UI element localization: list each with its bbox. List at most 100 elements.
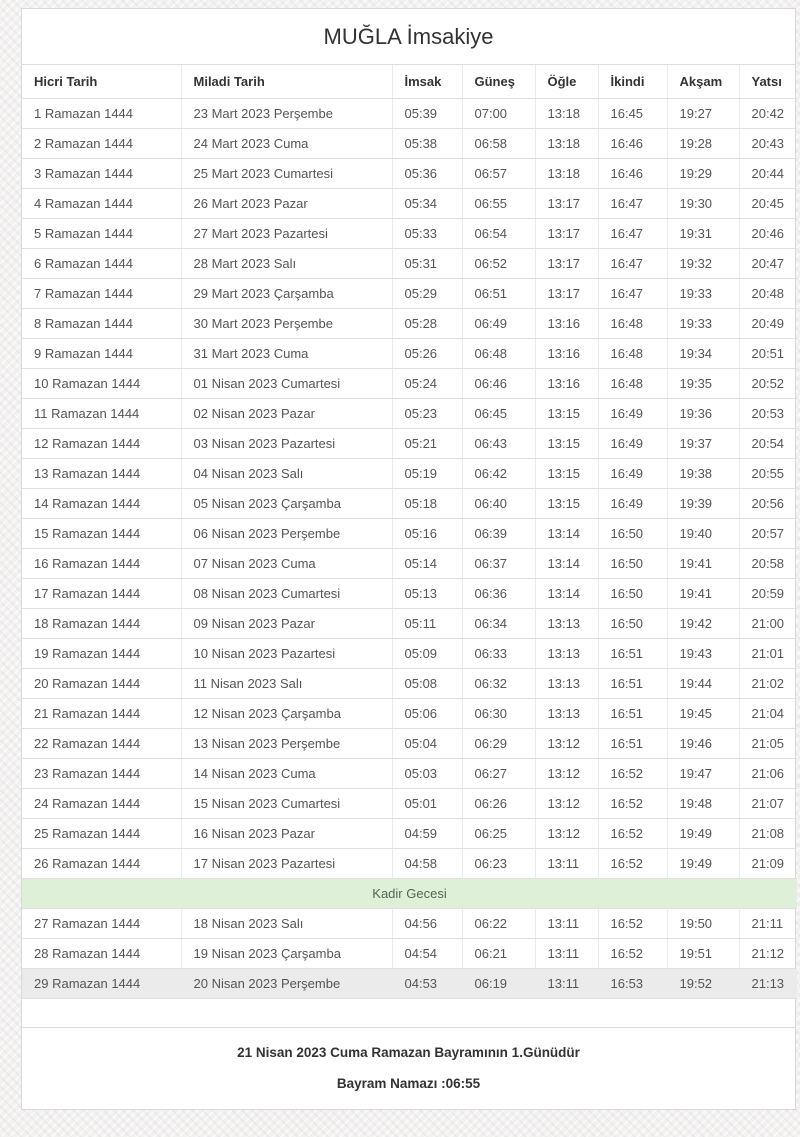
table-cell: 21 Ramazan 1444 xyxy=(22,698,182,729)
table-cell: 21:00 xyxy=(739,608,797,639)
table-cell: 05:34 xyxy=(392,188,463,219)
table-cell: 02 Nisan 2023 Pazar xyxy=(181,398,393,429)
table-cell: 08 Nisan 2023 Cumartesi xyxy=(181,578,393,609)
table-cell: 04:53 xyxy=(392,968,463,999)
table-cell: 13:17 xyxy=(535,188,599,219)
table-cell: 05:28 xyxy=(392,308,463,339)
page-title: MUĞLA İmsakiye xyxy=(22,9,795,65)
table-row: 10 Ramazan 1444 01 Nisan 2023 Cumartesi 05… xyxy=(22,368,797,399)
table-cell: 20:49 xyxy=(739,308,797,339)
table-cell: 06:46 xyxy=(462,368,536,399)
table-cell: 20:48 xyxy=(739,278,797,309)
table-cell: 06:23 xyxy=(462,848,536,879)
table-cell: 06:36 xyxy=(462,578,536,609)
table-cell: 05:21 xyxy=(392,428,463,459)
table-cell: 01 Nisan 2023 Cumartesi xyxy=(181,368,393,399)
table-cell: 16:53 xyxy=(598,968,668,999)
table-cell: 16:45 xyxy=(598,98,668,129)
table-cell: 06:43 xyxy=(462,428,536,459)
table-row: 4 Ramazan 1444 26 Mart 2023 Pazar 05:34 06:… xyxy=(22,188,797,219)
table-row: 2 Ramazan 1444 24 Mart 2023 Cuma 05:38 06:5… xyxy=(22,128,797,159)
table-cell: 13:12 xyxy=(535,758,599,789)
header-cell-7: Yatsı xyxy=(739,65,797,99)
table-cell: 13 Nisan 2023 Perşembe xyxy=(181,728,393,759)
table-cell: 19:40 xyxy=(667,518,740,549)
table-cell: 13:13 xyxy=(535,698,599,729)
table-cell: 06:45 xyxy=(462,398,536,429)
table-cell: 21:11 xyxy=(739,908,797,939)
table-cell: 26 Ramazan 1444 xyxy=(22,848,182,879)
table-cell: 13:17 xyxy=(535,248,599,279)
table-cell: 16:50 xyxy=(598,578,668,609)
table-cell: 05:29 xyxy=(392,278,463,309)
table-cell: 05:38 xyxy=(392,128,463,159)
table-cell: 05:26 xyxy=(392,338,463,369)
table-cell: 16:48 xyxy=(598,368,668,399)
table-cell: 16:49 xyxy=(598,458,668,489)
table-cell: 20:56 xyxy=(739,488,797,519)
table-cell: 13:15 xyxy=(535,428,599,459)
table-cell: 21:12 xyxy=(739,938,797,969)
footer-note: 21 Nisan 2023 Cuma Ramazan Bayramının 1.… xyxy=(22,1028,795,1109)
header-cell-0: Hicri Tarih xyxy=(22,65,182,99)
table-cell: 05:18 xyxy=(392,488,463,519)
table-cell: 27 Ramazan 1444 xyxy=(22,908,182,939)
table-cell: 19:38 xyxy=(667,458,740,489)
table-cell: 05:23 xyxy=(392,398,463,429)
table-cell: 19:29 xyxy=(667,158,740,189)
table-cell: 4 Ramazan 1444 xyxy=(22,188,182,219)
table-cell: 20:54 xyxy=(739,428,797,459)
table-cell: 19 Ramazan 1444 xyxy=(22,638,182,669)
table-cell: 13:11 xyxy=(535,938,599,969)
table-cell: 05:14 xyxy=(392,548,463,579)
table-cell: 06:51 xyxy=(462,278,536,309)
table-cell: 28 Ramazan 1444 xyxy=(22,938,182,969)
table-cell: 04 Nisan 2023 Salı xyxy=(181,458,393,489)
table-cell: 19:36 xyxy=(667,398,740,429)
table-cell: 23 Ramazan 1444 xyxy=(22,758,182,789)
table-cell: 16:46 xyxy=(598,128,668,159)
table-cell: 21:02 xyxy=(739,668,797,699)
table-cell: 18 Nisan 2023 Salı xyxy=(181,908,393,939)
table-cell: 13:17 xyxy=(535,218,599,249)
table-cell: 19:49 xyxy=(667,818,740,849)
table-cell: 13:16 xyxy=(535,338,599,369)
table-cell: 21:07 xyxy=(739,788,797,819)
table-cell: 20:59 xyxy=(739,578,797,609)
table-cell: 06:58 xyxy=(462,128,536,159)
table-cell: 16:50 xyxy=(598,608,668,639)
table-cell: 20:47 xyxy=(739,248,797,279)
table-cell: 16 Nisan 2023 Pazar xyxy=(181,818,393,849)
table-cell: 20:51 xyxy=(739,338,797,369)
table-cell: 13:12 xyxy=(535,818,599,849)
table-cell: 19:50 xyxy=(667,908,740,939)
table-cell: 13:13 xyxy=(535,608,599,639)
table-cell: 05:33 xyxy=(392,218,463,249)
table-row: 5 Ramazan 1444 27 Mart 2023 Pazartesi 05:3… xyxy=(22,218,797,249)
table-row: 23 Ramazan 1444 14 Nisan 2023 Cuma 05:03 06… xyxy=(22,758,797,789)
table-cell: 19:32 xyxy=(667,248,740,279)
table-cell: 3 Ramazan 1444 xyxy=(22,158,182,189)
table-row: 13 Ramazan 1444 04 Nisan 2023 Salı 05:19 06… xyxy=(22,458,797,489)
kadir-gecesi-row: Kadir Gecesi xyxy=(22,878,797,909)
table-cell: 20:55 xyxy=(739,458,797,489)
table-cell: 16:46 xyxy=(598,158,668,189)
table-cell: 05:39 xyxy=(392,98,463,129)
table-cell: 16 Ramazan 1444 xyxy=(22,548,182,579)
table-cell: 05:03 xyxy=(392,758,463,789)
table-cell: 16:48 xyxy=(598,308,668,339)
table-cell: 13:18 xyxy=(535,128,599,159)
table-cell: 13:17 xyxy=(535,278,599,309)
table-row: 1 Ramazan 1444 23 Mart 2023 Perşembe 05:39… xyxy=(22,98,797,129)
table-header-row: Hicri Tarih Miladi Tarih İmsak Güneş Öğle İki… xyxy=(22,65,797,99)
table-cell: 23 Mart 2023 Perşembe xyxy=(181,98,393,129)
table-cell: 06:34 xyxy=(462,608,536,639)
header-cell-4: Öğle xyxy=(535,65,599,99)
table-cell: 13:15 xyxy=(535,458,599,489)
table-cell: 06:37 xyxy=(462,548,536,579)
table-cell: 13:14 xyxy=(535,548,599,579)
table-cell: 20 Nisan 2023 Perşembe xyxy=(181,968,393,999)
table-row: 28 Ramazan 1444 19 Nisan 2023 Çarşamba 04:… xyxy=(22,938,797,969)
table-cell: 05 Nisan 2023 Çarşamba xyxy=(181,488,393,519)
table-cell: 19:45 xyxy=(667,698,740,729)
